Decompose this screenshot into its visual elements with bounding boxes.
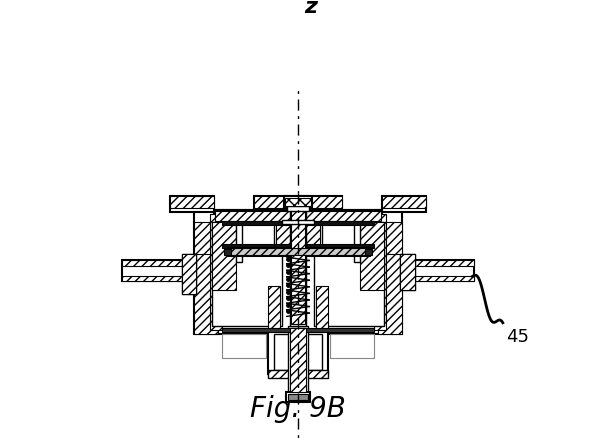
- Text: Fig. 9B: Fig. 9B: [250, 394, 346, 422]
- Bar: [291, 206, 305, 325]
- Bar: [228, 248, 370, 256]
- Bar: [194, 254, 218, 334]
- Bar: [286, 392, 310, 402]
- Bar: [182, 254, 197, 294]
- Bar: [214, 211, 382, 223]
- Bar: [222, 328, 374, 332]
- Bar: [274, 334, 322, 370]
- Bar: [316, 286, 328, 330]
- Bar: [290, 206, 306, 326]
- Bar: [330, 334, 374, 358]
- Bar: [361, 223, 384, 290]
- Bar: [382, 197, 426, 209]
- Bar: [122, 261, 195, 282]
- Bar: [275, 224, 321, 247]
- Bar: [290, 328, 306, 392]
- Bar: [268, 286, 280, 330]
- Text: 45: 45: [506, 328, 529, 346]
- Bar: [212, 223, 235, 290]
- Bar: [222, 222, 374, 226]
- Bar: [122, 276, 195, 282]
- Bar: [222, 245, 374, 248]
- Bar: [288, 394, 308, 400]
- Bar: [401, 261, 474, 266]
- Bar: [222, 334, 266, 358]
- Bar: [268, 370, 328, 378]
- Bar: [235, 223, 242, 262]
- Bar: [224, 250, 231, 255]
- Bar: [268, 330, 328, 374]
- Bar: [378, 254, 402, 334]
- Bar: [285, 198, 311, 206]
- Text: z: z: [305, 0, 318, 17]
- Bar: [374, 215, 386, 330]
- Bar: [194, 211, 402, 334]
- Bar: [228, 249, 369, 255]
- Bar: [365, 250, 372, 255]
- Bar: [314, 223, 384, 326]
- Bar: [194, 223, 218, 262]
- Bar: [212, 223, 282, 326]
- Bar: [170, 197, 214, 209]
- Bar: [401, 254, 415, 290]
- Bar: [170, 197, 214, 213]
- Bar: [215, 211, 381, 222]
- Bar: [284, 197, 312, 208]
- Bar: [378, 223, 402, 262]
- Bar: [287, 206, 309, 211]
- Bar: [274, 223, 322, 248]
- Bar: [288, 326, 308, 394]
- Bar: [382, 197, 426, 213]
- Bar: [182, 254, 197, 294]
- Bar: [122, 261, 195, 266]
- Bar: [254, 197, 342, 209]
- Bar: [254, 197, 342, 213]
- Bar: [330, 334, 374, 358]
- Bar: [401, 254, 415, 290]
- Bar: [222, 334, 266, 358]
- Bar: [210, 215, 222, 330]
- Bar: [401, 276, 474, 282]
- Bar: [401, 261, 474, 282]
- Bar: [282, 220, 314, 224]
- Bar: [354, 223, 361, 262]
